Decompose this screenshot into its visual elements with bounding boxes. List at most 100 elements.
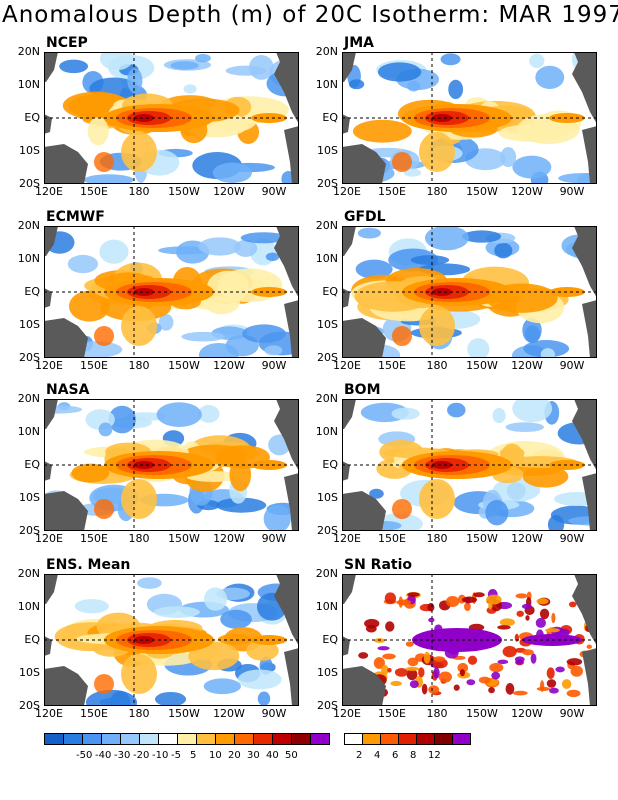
panel-frame: [342, 574, 597, 706]
lat-tick-label: 20N: [315, 45, 338, 58]
colorbar-swatch: [272, 733, 292, 745]
panel-label: BOM: [344, 382, 381, 398]
lon-tick-label: 120E: [35, 359, 63, 372]
lat-tick-label: 10N: [17, 252, 40, 265]
lon-tick-label: 150E: [80, 707, 108, 720]
panel-label: NCEP: [46, 35, 88, 51]
anomaly-field: [342, 52, 597, 184]
colorbar-swatch: [253, 733, 273, 745]
colorbar-label: 20: [228, 750, 241, 761]
colorbar-swatch: [177, 733, 197, 745]
land-mask: [44, 52, 299, 184]
lon-tick-label: 120E: [35, 532, 63, 545]
colorbar-swatch: [380, 733, 399, 745]
colorbar-swatch: [101, 733, 121, 745]
colorbar-swatch: [82, 733, 102, 745]
lon-tick-label: 90W: [559, 707, 585, 720]
lon-tick-label: 150E: [378, 707, 406, 720]
colorbar-swatch: [398, 733, 417, 745]
lat-tick-label: 10N: [17, 600, 40, 613]
lat-tick-label: 10N: [315, 425, 338, 438]
colorbar-label: -50: [76, 750, 93, 761]
lon-tick-label: 180: [128, 707, 150, 720]
lon-tick-label: 150E: [378, 185, 406, 198]
colorbar-label: 5: [190, 750, 197, 761]
lon-tick-label: 150W: [168, 532, 200, 545]
colorbar-label: 8: [410, 750, 417, 761]
lon-tick-label: 120W: [213, 532, 245, 545]
lon-tick-label: 180: [128, 532, 150, 545]
map-panel: ENS. Mean 20N 10N EQ 10S 20S 120E 150E 180 150W 12…: [18, 557, 299, 720]
lat-tick-label: 20S: [317, 351, 338, 364]
colorbar-swatch: [416, 733, 435, 745]
lon-tick-label: 120W: [511, 532, 543, 545]
lon-tick-label: 120W: [213, 359, 245, 372]
colorbar-label: 6: [392, 750, 399, 761]
lat-tick-label: 10S: [19, 144, 40, 157]
map-plot: [44, 574, 299, 706]
lon-tick-label: 150W: [466, 359, 498, 372]
lon-tick-label: 150W: [466, 532, 498, 545]
map-plot: [44, 399, 299, 531]
lat-tick-label: 10N: [315, 252, 338, 265]
panel-label: GFDL: [344, 209, 386, 225]
land-mask: [342, 226, 597, 358]
lon-tick-label: 150W: [466, 185, 498, 198]
lon-tick-label: 180: [128, 359, 150, 372]
lat-tick-label: 10S: [317, 318, 338, 331]
map-plot: [342, 574, 597, 706]
lat-tick-label: 20S: [19, 177, 40, 190]
map-panel: GFDL 20N 10N EQ 10S 20S 120E 150E 180 150W 120W 90W: [316, 209, 597, 372]
lon-tick-label: 150W: [466, 707, 498, 720]
lon-tick-label: 180: [426, 707, 448, 720]
map-plot: [342, 52, 597, 184]
colorbar-swatch: [310, 733, 330, 745]
lon-tick-label: 90W: [559, 359, 585, 372]
lon-tick-label: 150W: [168, 185, 200, 198]
land-mask: [44, 226, 299, 358]
land-mask: [44, 399, 299, 531]
lon-tick-label: 120E: [35, 185, 63, 198]
lon-tick-label: 150W: [168, 359, 200, 372]
panel-label: ECMWF: [46, 209, 105, 225]
colorbar-label: 4: [374, 750, 381, 761]
land-mask: [342, 52, 597, 184]
lon-tick-label: 150E: [80, 532, 108, 545]
panel-frame: [342, 399, 597, 531]
lat-tick-label: 10S: [317, 491, 338, 504]
map-panel: JMA 20N 10N EQ 10S 20S 120E 150E 180 150W 120W 90W: [316, 35, 597, 198]
land-mask: [44, 574, 299, 706]
colorbar-swatch: [120, 733, 140, 745]
lat-tick-label: 10S: [19, 491, 40, 504]
colorbar-swatch: [196, 733, 216, 745]
lat-tick-label: 20S: [317, 524, 338, 537]
anomaly-field: [351, 399, 597, 531]
colorbar-swatch: [434, 733, 453, 745]
lat-tick-label: EQ: [24, 285, 40, 298]
lat-tick-label: 20S: [317, 699, 338, 712]
lon-tick-label: 120W: [213, 707, 245, 720]
sn-ratio-colorbar: 2 4 6 8 12: [344, 733, 484, 763]
lat-tick-label: 20N: [17, 219, 40, 232]
map-panel: ECMWF 20N 10N EQ 10S 20S 120E 150E 180 150W 120W 90…: [18, 209, 299, 372]
anomaly-colorbar: -50 -40 -30 -20 -10 -5 5 10 20 30 40 50: [44, 733, 330, 763]
lat-tick-label: 20N: [17, 567, 40, 580]
lat-tick-label: 20N: [315, 392, 338, 405]
colorbar-label: -40: [95, 750, 112, 761]
lon-tick-label: 180: [128, 185, 150, 198]
panel-frame: [342, 52, 597, 184]
lat-tick-label: EQ: [322, 458, 338, 471]
panel-label: NASA: [46, 382, 90, 398]
lat-tick-label: 10S: [19, 318, 40, 331]
lat-tick-label: 20S: [19, 351, 40, 364]
lat-tick-label: 20S: [19, 524, 40, 537]
lat-tick-label: 10S: [19, 666, 40, 679]
colorbar-swatch: [362, 733, 381, 745]
colorbar-label: -20: [133, 750, 150, 761]
colorbar-label: 10: [209, 750, 222, 761]
colorbar-swatch: [291, 733, 311, 745]
colorbar-swatch: [63, 733, 83, 745]
lon-tick-label: 150E: [378, 359, 406, 372]
map-panel: BOM 20N 10N EQ 10S 20S 120E 150E 180 150W 120W 90W: [316, 382, 597, 545]
colorbar-label: 2: [356, 750, 363, 761]
